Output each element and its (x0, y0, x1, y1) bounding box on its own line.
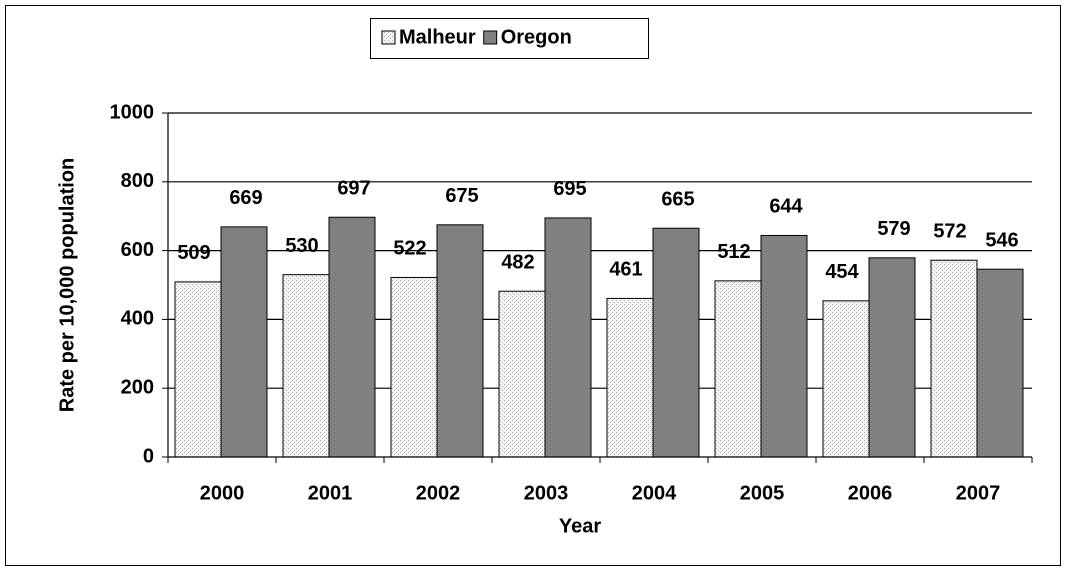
y-tick-label: 1000 (110, 101, 155, 123)
legend-label: Oregon (501, 26, 572, 48)
bar (220, 226, 268, 458)
x-tick-label: 2006 (848, 482, 893, 504)
bar (930, 259, 978, 458)
y-axis-label: Rate per 10,000 population (56, 158, 78, 413)
data-label: 454 (825, 261, 859, 283)
data-label: 512 (717, 241, 750, 263)
x-tick-label: 2000 (200, 482, 245, 504)
bar (822, 300, 870, 458)
bar (174, 281, 222, 458)
data-label: 579 (877, 218, 910, 240)
data-label: 482 (501, 251, 534, 273)
data-label: 522 (393, 238, 426, 260)
x-tick-label: 2004 (632, 482, 677, 504)
data-label: 669 (229, 187, 262, 209)
bar (714, 280, 762, 458)
y-tick-label: 600 (121, 239, 154, 261)
x-axis-label: Year (559, 515, 601, 537)
legend-swatch (483, 30, 498, 45)
y-tick-label: 800 (121, 170, 154, 192)
x-tick-label: 2003 (524, 482, 569, 504)
data-label: 572 (933, 221, 966, 243)
x-tick-label: 2002 (416, 482, 461, 504)
bar (436, 224, 484, 458)
legend-box (370, 18, 649, 59)
bar (282, 274, 330, 458)
x-tick-label: 2005 (740, 482, 785, 504)
bar (390, 276, 438, 458)
data-label: 665 (661, 189, 694, 211)
bar (976, 268, 1024, 458)
legend-swatch (381, 30, 396, 45)
data-label: 695 (553, 178, 586, 200)
data-label: 546 (985, 229, 1018, 251)
data-label: 697 (337, 178, 370, 200)
legend-label: Malheur (399, 26, 476, 48)
y-tick-label: 400 (121, 308, 154, 330)
bar (544, 217, 592, 458)
data-label: 644 (769, 196, 803, 218)
bar (498, 290, 546, 458)
data-label: 461 (609, 259, 642, 281)
bar (606, 297, 654, 458)
bar (328, 216, 376, 458)
bar (868, 257, 916, 458)
data-label: 675 (445, 185, 478, 207)
data-label: 509 (177, 242, 210, 264)
y-tick-label: 200 (121, 376, 154, 398)
y-tick-label: 0 (143, 445, 154, 467)
x-tick-label: 2007 (956, 482, 1001, 504)
x-tick-label: 2001 (308, 482, 353, 504)
data-label: 530 (285, 235, 318, 257)
bar (760, 234, 808, 458)
bar (652, 227, 700, 458)
